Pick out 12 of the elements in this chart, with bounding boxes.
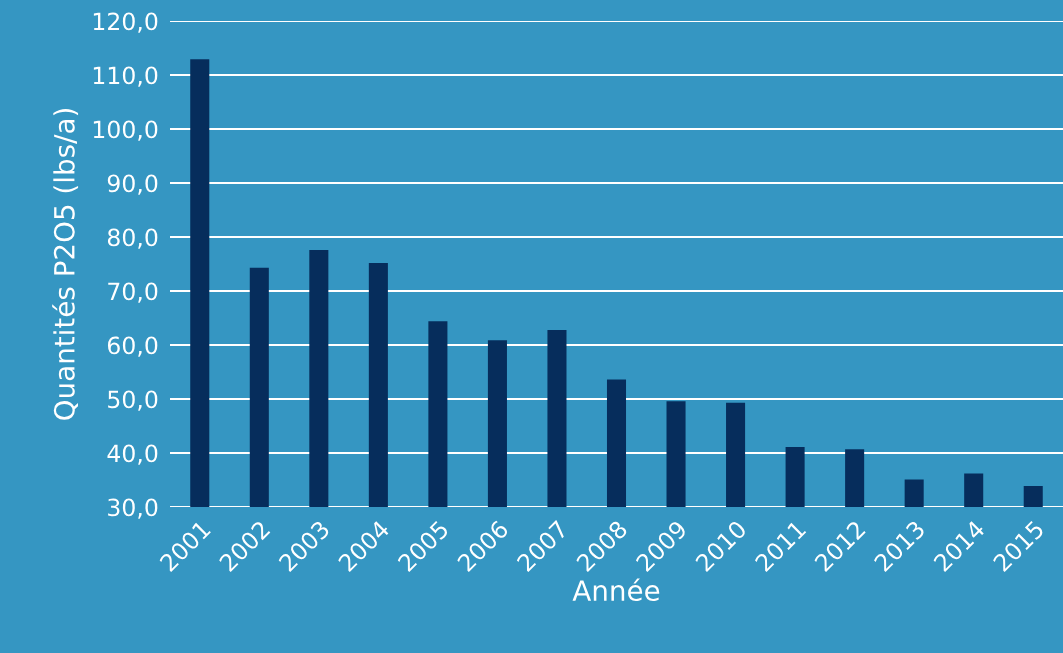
y-tick-label: 80,0 [107, 228, 158, 249]
y-tick-label: 120,0 [93, 12, 158, 33]
y-tick-label: 30,0 [108, 498, 158, 519]
y-tick-label: 70,0 [108, 282, 158, 303]
y-tick-label: 90,0 [107, 174, 158, 195]
y-tick-label: 40,0 [107, 444, 158, 465]
y-tick-label: 110,0 [93, 66, 158, 87]
y-tick-label: 60,0 [107, 336, 158, 357]
x-axis-title: Année [572, 578, 660, 602]
y-tick-label: 50,0 [108, 390, 158, 411]
y-axis-title: Quantités P2O5 (lbs/a) [52, 109, 79, 420]
y-tick-label: 100,0 [93, 120, 158, 141]
